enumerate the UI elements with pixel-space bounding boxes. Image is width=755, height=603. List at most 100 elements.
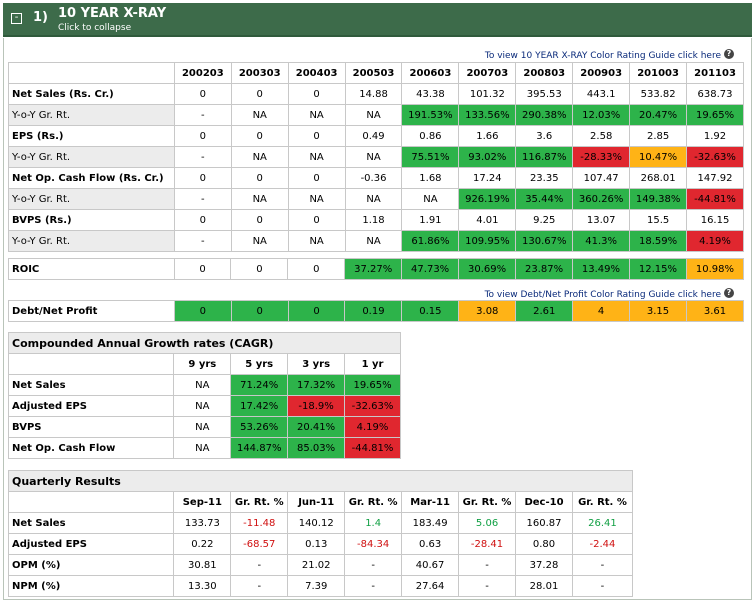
- data-cell: NA: [173, 395, 232, 417]
- row-label: Y-o-Y Gr. Rt.: [8, 146, 175, 168]
- data-cell: 109.95%: [458, 230, 517, 252]
- data-cell: 133.73: [173, 512, 232, 534]
- data-cell: 3.15: [629, 300, 687, 322]
- data-cell: 0.86: [401, 125, 460, 147]
- data-cell: 2.61: [515, 300, 574, 322]
- data-cell: -: [458, 554, 517, 576]
- row-label: Y-o-Y Gr. Rt.: [8, 230, 175, 252]
- collapse-hint[interactable]: Click to collapse: [58, 23, 132, 33]
- row-label: Debt/Net Profit: [8, 300, 175, 322]
- data-cell: 130.67%: [515, 230, 574, 252]
- data-cell: 926.19%: [458, 188, 517, 210]
- data-cell: 4.01: [458, 209, 517, 231]
- debt-guide-link[interactable]: To view Debt/Net Profit Color Rating Gui…: [484, 290, 721, 300]
- section-header[interactable]: - 1) 10 YEAR X-RAY Click to collapse: [3, 3, 752, 37]
- data-cell: -: [230, 575, 289, 597]
- quarterly-title: Quarterly Results: [8, 470, 633, 492]
- data-cell: -32.63%: [344, 395, 401, 417]
- data-cell: 10.47%: [629, 146, 688, 168]
- data-cell: 12.03%: [572, 104, 631, 126]
- year-header: 201003: [629, 62, 688, 84]
- data-cell: 443.1: [572, 83, 631, 105]
- data-cell: 18.59%: [629, 230, 688, 252]
- data-cell: 53.26%: [230, 416, 289, 438]
- cagr-row: Net Op. Cash Flow NA 144.87% 85.03% -44.81%: [7, 437, 401, 459]
- data-cell: 23.35: [515, 167, 574, 189]
- data-cell: NA: [287, 188, 346, 210]
- data-cell: 0: [230, 167, 289, 189]
- column-header: Gr. Rt. %: [344, 491, 403, 513]
- data-cell: 116.87%: [515, 146, 574, 168]
- data-cell: 191.53%: [401, 104, 460, 126]
- data-cell: 0.63: [401, 533, 460, 555]
- data-cell: 0: [173, 83, 232, 105]
- quarterly-table: Quarterly Results Sep-11 Gr. Rt. % Jun-11 Gr…: [7, 470, 634, 597]
- xray-row: EPS (Rs.) 0 0 0 0.49 0.86 1.66 3.6 2.58 2.85 1.92: [8, 125, 744, 147]
- data-cell: 1.66: [458, 125, 517, 147]
- data-cell: 19.65%: [686, 104, 744, 126]
- xray-row: Y-o-Y Gr. Rt. - NA NA NA 191.53% 133.56% 290.38…: [8, 104, 744, 126]
- data-cell: -2.44: [571, 533, 634, 555]
- quarterly-row: Net Sales 133.73 -11.48 140.12 1.4 183.49 5.06…: [7, 512, 634, 534]
- data-cell: 27.64: [401, 575, 460, 597]
- column-header: Jun-11: [287, 491, 346, 513]
- data-cell: 133.56%: [458, 104, 517, 126]
- xray-row: Y-o-Y Gr. Rt. - NA NA NA 61.86% 109.95% 130.67%…: [8, 230, 744, 252]
- data-cell: -: [344, 554, 403, 576]
- data-cell: 107.47: [572, 167, 631, 189]
- column-header: Dec-10: [515, 491, 573, 513]
- data-cell: NA: [344, 230, 403, 252]
- data-cell: -32.63%: [686, 146, 744, 168]
- quarterly-row: OPM (%) 30.81-21.02-40.67-37.28-: [7, 554, 634, 576]
- data-cell: 0.80: [515, 533, 573, 555]
- roic-row: ROIC 0 0 0 37.27% 47.73% 30.69% 23.87% 13.49% 12.…: [8, 258, 745, 280]
- data-cell: 0: [230, 258, 289, 280]
- quarterly-header-row: Sep-11 Gr. Rt. % Jun-11 Gr. Rt. % Mar-11 Gr. …: [7, 491, 634, 513]
- row-label: NPM (%): [7, 575, 175, 597]
- data-cell: 395.53: [515, 83, 574, 105]
- data-cell: -28.41: [458, 533, 517, 555]
- data-cell: 30.69%: [458, 258, 517, 280]
- data-cell: 0.19: [344, 300, 403, 322]
- data-cell: 3.61: [685, 300, 745, 322]
- data-cell: 28.01: [515, 575, 573, 597]
- data-cell: 17.24: [458, 167, 517, 189]
- data-cell: -18.9%: [287, 395, 346, 417]
- data-cell: 35.44%: [515, 188, 574, 210]
- column-header: Gr. Rt. %: [230, 491, 289, 513]
- row-label: BVPS (Rs.): [8, 209, 175, 231]
- data-cell: NA: [230, 188, 289, 210]
- data-cell: 13.07: [572, 209, 631, 231]
- data-cell: 41.3%: [572, 230, 631, 252]
- data-cell: -68.57: [230, 533, 289, 555]
- row-label: ROIC: [8, 258, 175, 280]
- column-header: 5 yrs: [230, 353, 289, 375]
- data-cell: 160.87: [515, 512, 573, 534]
- help-icon[interactable]: ?: [724, 288, 734, 298]
- data-cell: 0: [230, 209, 289, 231]
- cagr-row: BVPS NA 53.26% 20.41% 4.19%: [7, 416, 401, 438]
- cagr-title-row: Compounded Annual Growth rates (CAGR): [8, 332, 401, 354]
- data-cell: 1.18: [344, 209, 403, 231]
- collapse-icon[interactable]: -: [11, 13, 22, 24]
- column-header: Gr. Rt. %: [571, 491, 634, 513]
- data-cell: 140.12: [287, 512, 346, 534]
- xray-guide-link[interactable]: To view 10 YEAR X-RAY Color Rating Guide…: [484, 51, 721, 61]
- cagr-row: Net Sales NA 71.24% 17.32% 19.65%: [7, 374, 401, 396]
- row-label: Adjusted EPS: [7, 533, 175, 555]
- data-cell: 16.15: [686, 209, 744, 231]
- help-icon[interactable]: ?: [724, 49, 734, 59]
- data-cell: 47.73%: [401, 258, 460, 280]
- row-label: Net Sales: [7, 374, 175, 396]
- data-cell: 0: [173, 258, 232, 280]
- quarterly-row: Adjusted EPS 0.22 -68.57 0.13 -84.34 0.63 -28.…: [7, 533, 634, 555]
- row-label: Net Sales: [7, 512, 175, 534]
- data-cell: -44.81%: [344, 437, 401, 459]
- data-cell: 43.38: [401, 83, 460, 105]
- data-cell: 26.41: [571, 512, 634, 534]
- data-cell: 0: [287, 83, 346, 105]
- year-header: 200803: [515, 62, 574, 84]
- row-label: Net Op. Cash Flow (Rs. Cr.): [8, 167, 175, 189]
- data-cell: 4: [572, 300, 631, 322]
- year-header: 200203: [173, 62, 232, 84]
